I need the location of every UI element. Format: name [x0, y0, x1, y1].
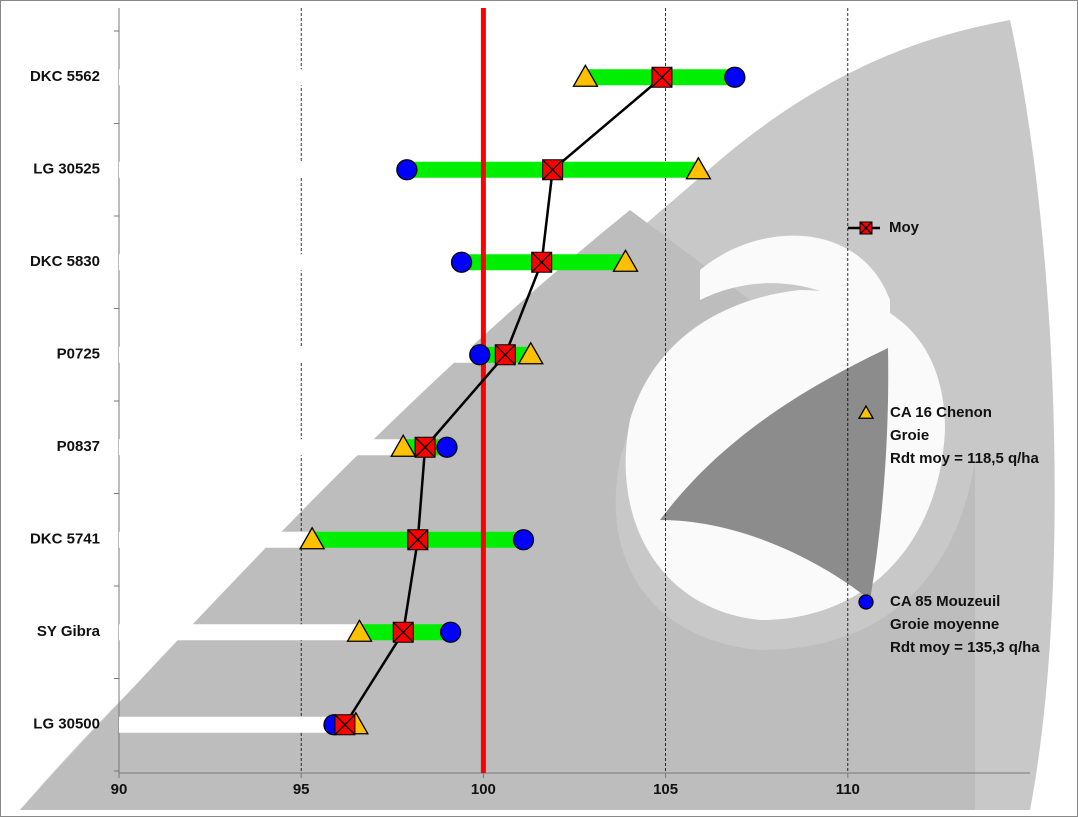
- base-bar: [119, 161, 407, 178]
- y-tick-label: LG 30525: [33, 161, 100, 178]
- square-x-marker: [407, 529, 429, 551]
- x-tick-label: 105: [653, 781, 678, 798]
- marker-shape: [612, 248, 639, 272]
- marker-cross: [392, 621, 414, 643]
- triangle-marker: [572, 63, 599, 87]
- marker-shape: [436, 436, 458, 458]
- x-tick-label: 95: [293, 781, 310, 798]
- triangle-marker: [299, 526, 326, 550]
- background-logo: [20, 20, 1055, 810]
- base-bar: [119, 716, 334, 733]
- square-x-marker: [651, 66, 673, 88]
- x-tick-label: 100: [471, 781, 496, 798]
- triangle-marker: [390, 433, 417, 457]
- triangle-marker: [857, 404, 875, 419]
- circle-marker: [436, 436, 458, 458]
- marker-cross: [334, 714, 356, 736]
- legend-label: Groie: [890, 427, 929, 444]
- marker-cross: [414, 436, 436, 458]
- base-bar: [119, 346, 480, 363]
- square-x-marker: [334, 714, 356, 736]
- y-tick-label: DKC 5830: [30, 253, 100, 270]
- square-x-marker: [494, 344, 516, 366]
- circle-marker: [858, 594, 874, 610]
- circle-marker: [396, 159, 418, 181]
- base-bar: [119, 69, 586, 86]
- marker-shape: [857, 404, 875, 419]
- square-x-marker: [531, 251, 553, 273]
- triangle-marker: [612, 248, 639, 272]
- square-x-marker: [542, 159, 564, 181]
- marker-shape: [469, 344, 491, 366]
- circle-marker: [469, 344, 491, 366]
- x-tick-label: 110: [836, 781, 860, 798]
- marker-shape: [858, 594, 874, 610]
- triangle-marker: [346, 618, 373, 642]
- marker-cross: [407, 529, 429, 551]
- legend-label: CA 85 Mouzeuil: [890, 593, 1000, 610]
- square-x-marker: [414, 436, 436, 458]
- triangle-marker: [517, 341, 544, 365]
- base-bar: [119, 624, 360, 641]
- marker-cross: [531, 251, 553, 273]
- marker-cross: [859, 221, 873, 235]
- marker-shape: [724, 66, 746, 88]
- marker-shape: [346, 618, 373, 642]
- marker-shape: [517, 341, 544, 365]
- y-tick-label: DKC 5562: [30, 68, 100, 85]
- marker-shape: [390, 433, 417, 457]
- mean-line: [343, 76, 663, 726]
- marker-shape: [685, 156, 712, 180]
- marker-shape: [299, 526, 326, 550]
- legend-label: Moy: [889, 219, 920, 236]
- y-tick-label: LG 30500: [33, 716, 100, 733]
- marker-cross: [651, 66, 673, 88]
- circle-marker: [724, 66, 746, 88]
- legend-label: Rdt moy = 135,3 q/ha: [890, 639, 1040, 656]
- marker-shape: [512, 529, 535, 551]
- marker-cross: [494, 344, 516, 366]
- marker-shape: [450, 251, 473, 273]
- marker-cross: [542, 159, 564, 181]
- circle-marker: [439, 621, 462, 643]
- x-tick-label: 90: [111, 781, 128, 798]
- circle-marker: [450, 251, 473, 273]
- base-bar: [119, 254, 462, 271]
- y-tick-label: DKC 5741: [30, 531, 100, 548]
- triangle-marker: [685, 156, 712, 180]
- legend-label: Rdt moy = 118,5 q/ha: [890, 450, 1039, 467]
- marker-shape: [396, 159, 418, 181]
- y-tick-label: P0725: [57, 346, 100, 363]
- square-x-marker: [859, 221, 873, 235]
- y-tick-label: P0837: [57, 438, 100, 455]
- legend-label: Groie moyenne: [890, 616, 999, 633]
- marker-shape: [439, 621, 462, 643]
- circle-marker: [512, 529, 535, 551]
- marker-shape: [572, 63, 599, 87]
- base-bar: [119, 439, 404, 456]
- legend-label: CA 16 Chenon: [890, 404, 992, 421]
- base-bar: [119, 531, 313, 548]
- square-x-marker: [392, 621, 414, 643]
- y-tick-label: SY Gibra: [37, 623, 101, 640]
